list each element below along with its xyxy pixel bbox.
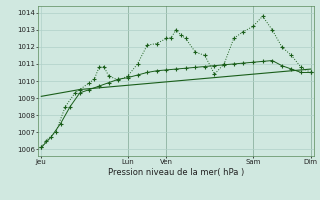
X-axis label: Pression niveau de la mer( hPa ): Pression niveau de la mer( hPa ) xyxy=(108,168,244,177)
